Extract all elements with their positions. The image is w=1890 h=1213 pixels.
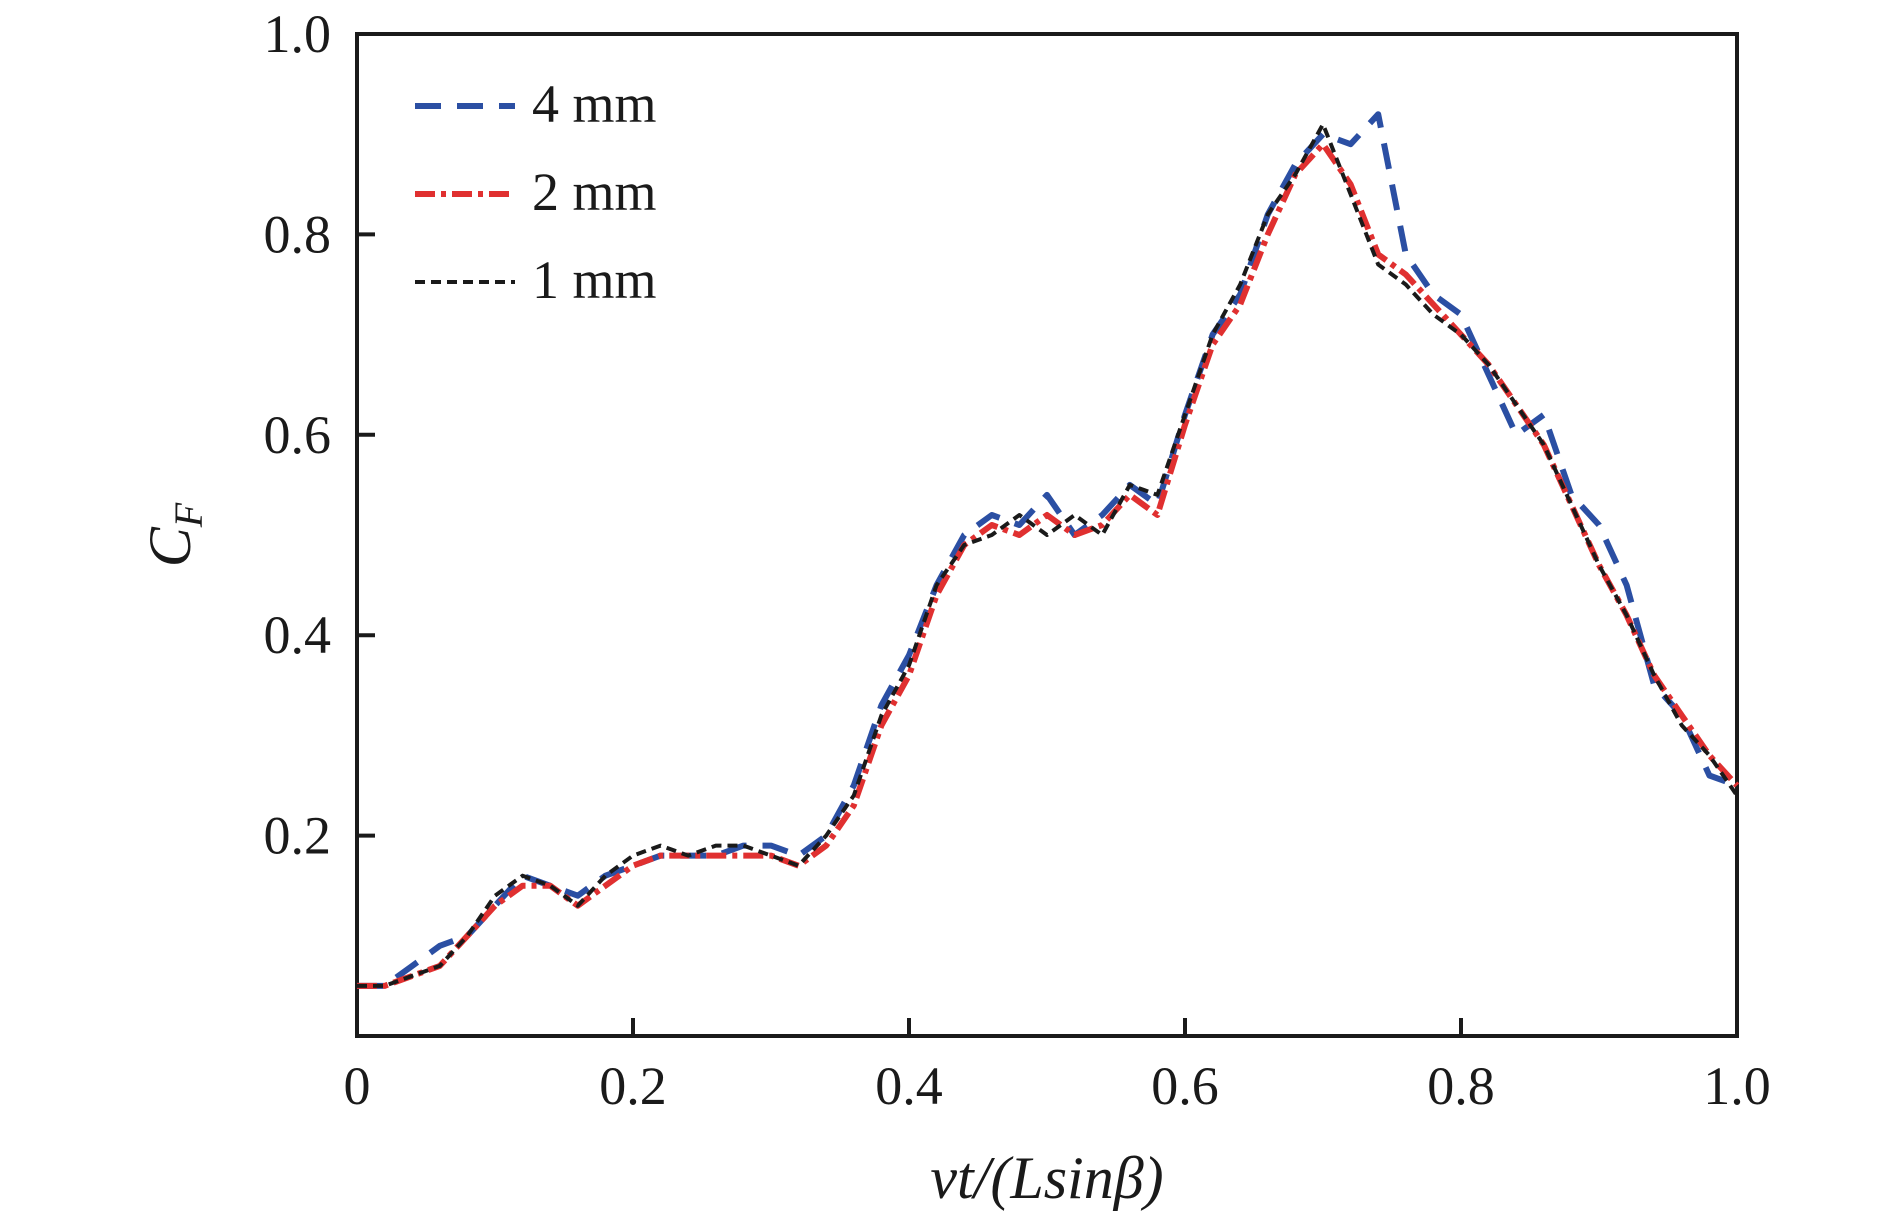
series-line-3 [357,122,1739,988]
y-tick-label: 0.8 [264,204,332,264]
y-axis-label-main: C [137,526,203,567]
legend-label-1: 4 mm [532,74,657,134]
series-layer [357,111,1740,989]
x-tick-label: 0 [344,1056,371,1116]
y-tick-label: 0.4 [264,605,332,665]
x-tick-label: 0.2 [599,1056,667,1116]
y-axis-label-sub: F [166,502,211,528]
legend-label-2: 2 mm [532,162,657,222]
x-tick-label: 0.6 [1151,1056,1219,1116]
x-tick-label: 1.0 [1703,1056,1771,1116]
legend: 4 mm 2 mm 1 mm [415,74,657,310]
tick-layer [357,232,1463,1036]
x-tick-label: 0.8 [1427,1056,1495,1116]
x-tick-label: 0.4 [875,1056,943,1116]
plot-frame [355,32,1739,1038]
y-axis-label: CF [137,502,211,567]
legend-label-3: 1 mm [532,250,657,310]
y-tick-label: 0.6 [264,405,332,465]
x-axis-label: vt/(Lsinβ) [930,1145,1163,1211]
y-tick-label: 1.0 [264,4,332,64]
series-line-1 [357,111,1739,989]
tick-label-layer: 0 0.2 0.4 0.6 0.8 1.0 0.2 0.4 0.6 0.8 1.0 [264,4,1771,1116]
y-tick-label: 0.2 [264,806,332,866]
